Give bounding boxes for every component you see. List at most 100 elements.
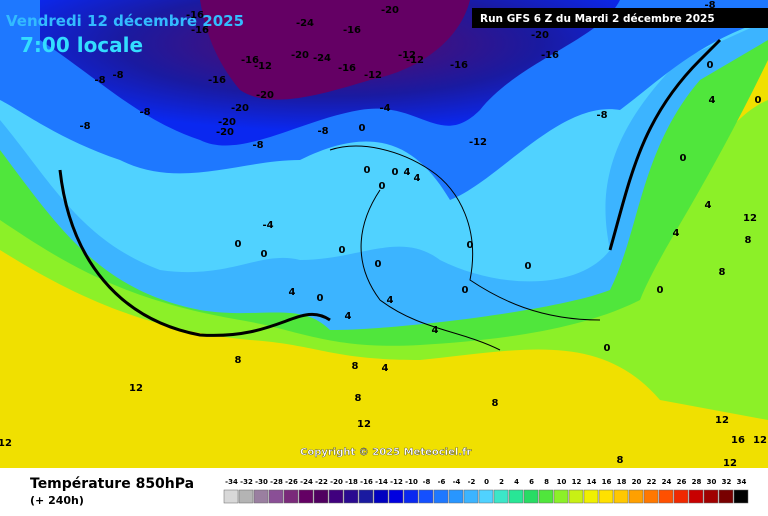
contour-label: 0 [467, 240, 474, 251]
scale-swatch [658, 489, 674, 504]
scale-label: 18 [617, 478, 627, 486]
scale-label: -6 [438, 478, 446, 486]
contour-label: 0 [317, 293, 324, 304]
scale-swatch [463, 489, 479, 504]
scale-label: 24 [662, 478, 672, 486]
scale-label: 10 [557, 478, 567, 486]
scale-swatch [673, 489, 689, 504]
contour-label: 0 [392, 167, 399, 178]
region-extreme-cold [200, 0, 470, 100]
run-banner [472, 8, 768, 28]
scale-swatch [328, 489, 344, 504]
contour-label: -4 [379, 103, 390, 114]
copyright: Copyright © 2025 Meteociel.fr [300, 447, 471, 458]
coastline [329, 145, 601, 351]
scale-swatch [373, 489, 389, 504]
contour-label: -12 [254, 61, 272, 72]
contour-label: 8 [617, 455, 624, 466]
contour-label: 0 [379, 181, 386, 192]
contour-label: 4 [289, 287, 296, 298]
contour-label: -16 [186, 10, 204, 21]
footer-lead: (+ 240h) [30, 494, 84, 507]
scale-swatch [448, 489, 464, 504]
forecast-date: Vendredi 12 décembre 2025 [6, 12, 244, 30]
forecast-time: 7:00 locale [20, 33, 143, 57]
contour-label: 12 [0, 438, 12, 449]
scale-swatch [403, 489, 419, 504]
scale-swatch [388, 489, 404, 504]
contour-label: -16 [191, 25, 209, 36]
contour-label: -8 [112, 70, 123, 81]
contour-label: -24 [296, 18, 314, 29]
contour-label: -20 [256, 90, 274, 101]
scale-label: -8 [423, 478, 431, 486]
scale-swatch [358, 489, 374, 504]
scale-label: -10 [405, 478, 418, 486]
scale-label: 30 [707, 478, 717, 486]
scale-label: 12 [572, 478, 582, 486]
contour-label: -8 [94, 75, 105, 86]
contour-label: 4 [404, 167, 411, 178]
contour-label: 4 [414, 173, 421, 184]
contour-label: 4 [387, 295, 394, 306]
scale-swatch [238, 489, 254, 504]
contour-labels: -16-16-24-20-16 -20-16-8-8-8 -16-16-12-20-… [0, 0, 767, 469]
contour-label: 0 [462, 285, 469, 296]
contour-label: 4 [705, 200, 712, 211]
scale-label: -32 [240, 478, 253, 486]
contour-label: 0 [680, 153, 687, 164]
scale-swatch [523, 489, 539, 504]
contour-label: -20 [216, 127, 234, 138]
scale-label: 6 [529, 478, 534, 486]
contour-label: 0 [707, 60, 714, 71]
contour-label: -4 [262, 220, 273, 231]
contour-label: 12 [743, 213, 757, 224]
contour-label: 12 [129, 383, 143, 394]
contour-label: 12 [723, 458, 737, 469]
scale-swatch [538, 489, 554, 504]
scale-swatch [253, 489, 269, 504]
scale-swatch [733, 489, 749, 504]
scale-label: 34 [737, 478, 747, 486]
contour-label: 4 [345, 311, 352, 322]
contour-label: -8 [252, 140, 263, 151]
scale-swatch [583, 489, 599, 504]
contour-label: -16 [450, 60, 468, 71]
contour-label: 12 [357, 419, 371, 430]
contour-label: -8 [139, 107, 150, 118]
contour-label: -16 [343, 25, 361, 36]
scale-label: 16 [602, 478, 612, 486]
scale-label: 26 [677, 478, 687, 486]
scale-label: -22 [315, 478, 328, 486]
contour-label: 8 [352, 361, 359, 372]
scale-swatch [418, 489, 434, 504]
scale-label: -28 [270, 478, 283, 486]
scale-label: 22 [647, 478, 657, 486]
scale-label: 0 [484, 478, 489, 486]
contour-label: 12 [753, 435, 767, 446]
scale-label: -18 [345, 478, 358, 486]
contour-label: -20 [531, 30, 549, 41]
contour-label: -16 [208, 75, 226, 86]
scale-swatch [703, 489, 719, 504]
contour-label: 8 [492, 398, 499, 409]
contour-label: -8 [79, 121, 90, 132]
scale-label: -2 [468, 478, 476, 486]
scale-swatch [688, 489, 704, 504]
contour-label: 8 [355, 393, 362, 404]
contour-label: 8 [745, 235, 752, 246]
scale-swatch [433, 489, 449, 504]
footer-title: Température 850hPa [30, 476, 194, 492]
contour-label: 0 [235, 239, 242, 250]
contour-label: -20 [381, 5, 399, 16]
contour-label: 0 [261, 249, 268, 260]
contour-label: -16 [541, 50, 559, 61]
contour-label: 0 [657, 285, 664, 296]
contour-label: -16 [338, 63, 356, 74]
contour-label: -8 [704, 0, 715, 11]
scale-label: -14 [375, 478, 388, 486]
scale-label: 8 [544, 478, 549, 486]
contour-label: -20 [231, 103, 249, 114]
scale-swatch [508, 489, 524, 504]
scale-label: -30 [255, 478, 268, 486]
